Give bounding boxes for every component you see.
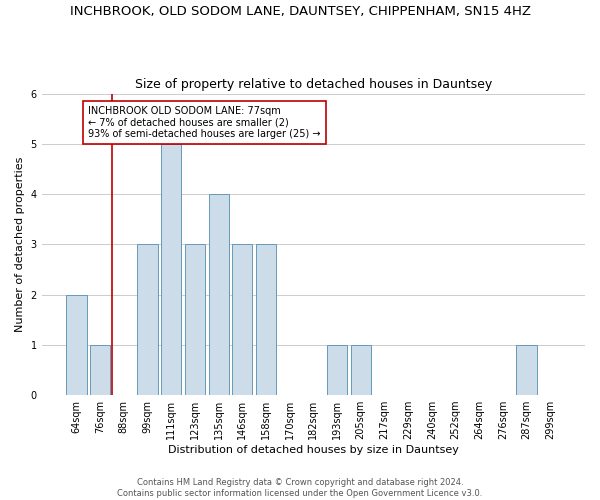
Bar <box>137 244 158 395</box>
Bar <box>327 345 347 395</box>
Bar <box>232 244 253 395</box>
Bar <box>67 294 86 395</box>
Bar <box>185 244 205 395</box>
Bar <box>161 144 181 395</box>
Bar <box>350 345 371 395</box>
Text: Contains HM Land Registry data © Crown copyright and database right 2024.
Contai: Contains HM Land Registry data © Crown c… <box>118 478 482 498</box>
X-axis label: Distribution of detached houses by size in Dauntsey: Distribution of detached houses by size … <box>168 445 459 455</box>
Bar <box>90 345 110 395</box>
Text: INCHBROOK, OLD SODOM LANE, DAUNTSEY, CHIPPENHAM, SN15 4HZ: INCHBROOK, OLD SODOM LANE, DAUNTSEY, CHI… <box>70 5 530 18</box>
Bar <box>256 244 276 395</box>
Y-axis label: Number of detached properties: Number of detached properties <box>15 156 25 332</box>
Title: Size of property relative to detached houses in Dauntsey: Size of property relative to detached ho… <box>135 78 492 91</box>
Bar <box>209 194 229 395</box>
Bar <box>517 345 536 395</box>
Text: INCHBROOK OLD SODOM LANE: 77sqm
← 7% of detached houses are smaller (2)
93% of s: INCHBROOK OLD SODOM LANE: 77sqm ← 7% of … <box>88 106 321 140</box>
